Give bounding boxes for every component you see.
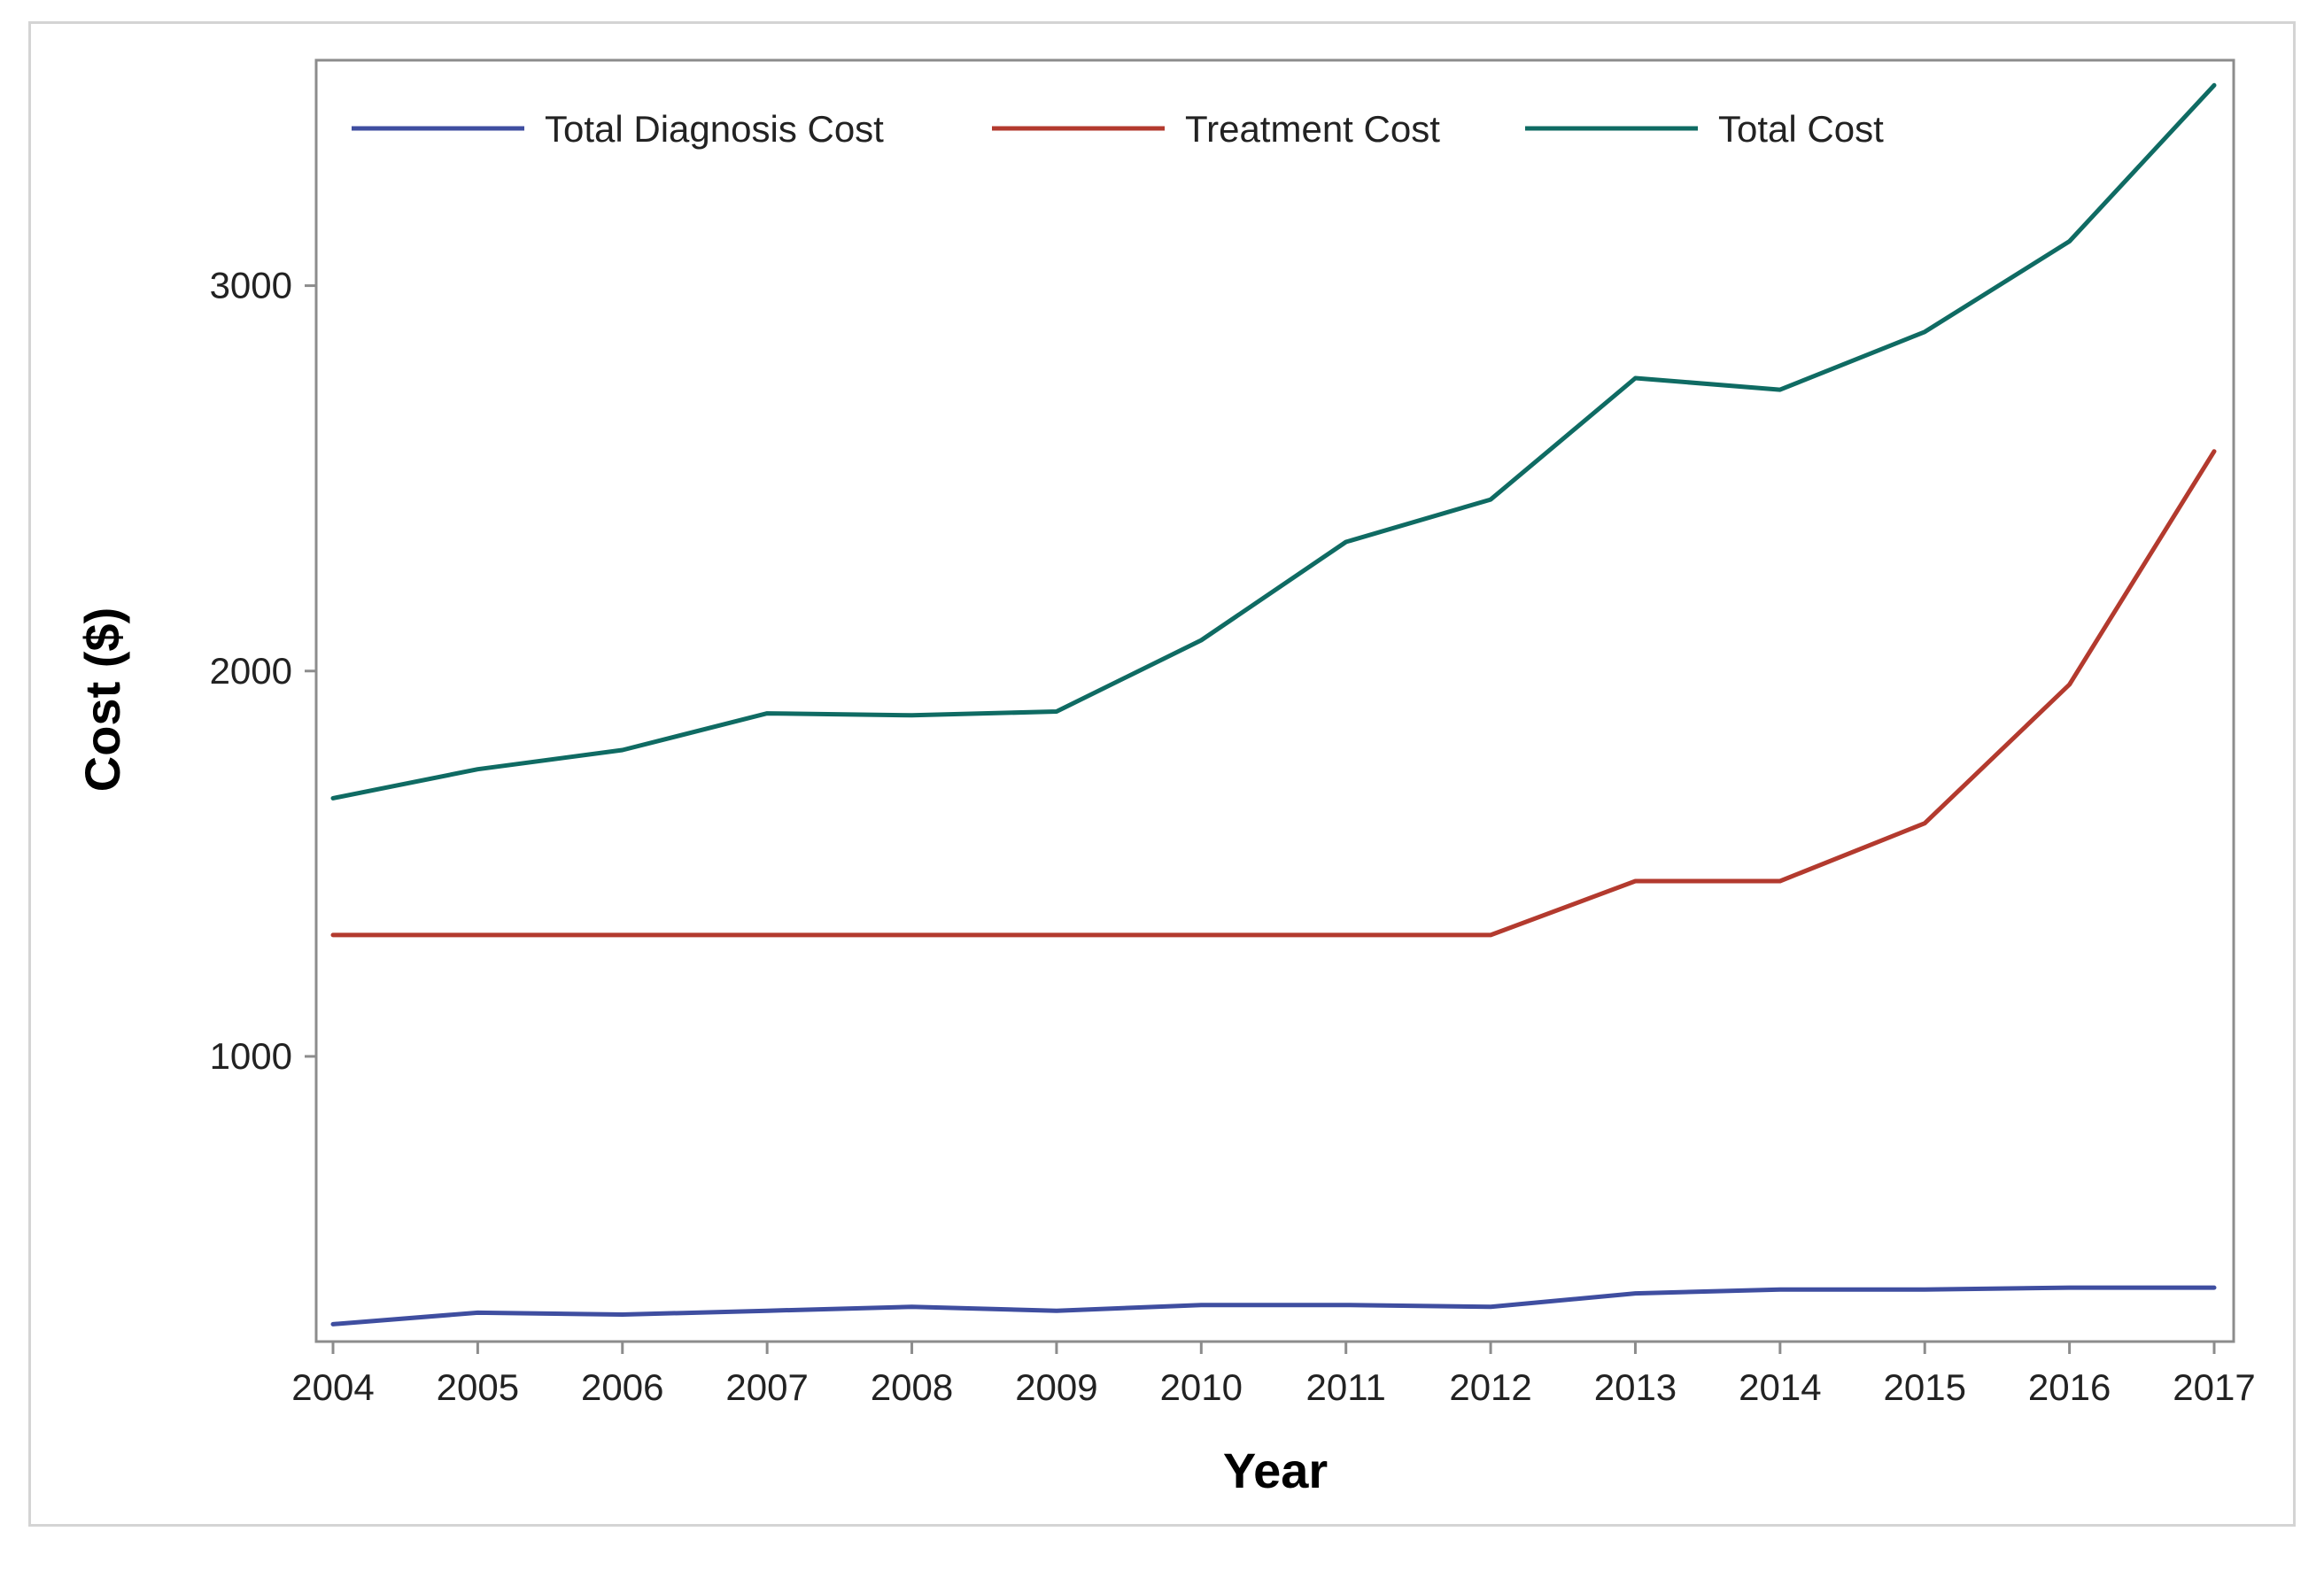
series-line-total-cost [330,82,2217,801]
x-tick-label: 2015 [1884,1366,1966,1408]
plot-area [314,58,2235,1343]
chart-frame [28,21,2296,1527]
series-line-treatment-cost [330,449,2217,938]
x-tick-label: 2010 [1160,1366,1243,1408]
y-tick-label: 2000 [210,650,292,692]
x-tick-label: 2013 [1594,1366,1677,1408]
y-axis-title: Cost ($) [74,607,130,792]
x-tick-label: 2014 [1739,1366,1821,1408]
x-tick-label: 2012 [1449,1366,1531,1408]
x-tick-label: 2007 [725,1366,808,1408]
y-tick-label: 3000 [210,265,292,306]
x-axis-ticks: 2004 2005 2006 2007 2008 2009 2010 2011 2012 2013… [291,1342,2256,1408]
x-axis-title: Year [1223,1443,1328,1498]
x-tick-label: 2016 [2028,1366,2111,1408]
series-line-total-diagnosis-cost [330,1285,2217,1327]
x-tick-label: 2011 [1306,1366,1386,1408]
legend-label-treatment-cost: Treatment Cost [1185,108,1440,150]
x-tick-label: 2017 [2173,1366,2255,1408]
x-tick-label: 2006 [581,1366,663,1408]
x-tick-label: 2004 [291,1366,374,1408]
legend-label-total-cost: Total Cost [1718,108,1884,150]
x-tick-label: 2009 [1015,1366,1097,1408]
series-lines [330,82,2217,1327]
x-tick-label: 2008 [871,1366,953,1408]
y-tick-label: 1000 [210,1035,292,1077]
y-axis-ticks: 1000 2000 3000 [210,265,316,1077]
x-tick-label: 2005 [437,1366,519,1408]
legend: Total Diagnosis Cost Treatment Cost Total … [352,108,1884,150]
legend-label-total-diagnosis-cost: Total Diagnosis Cost [545,108,884,150]
